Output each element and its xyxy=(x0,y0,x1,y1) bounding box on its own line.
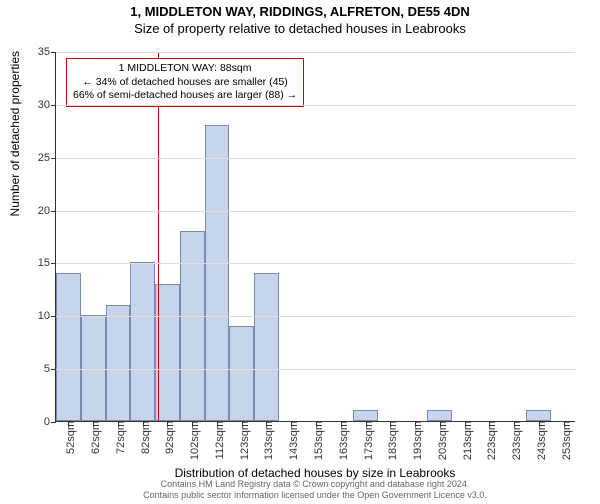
bar xyxy=(353,410,378,421)
annotation-line-3: 66% of semi-detached houses are larger (… xyxy=(73,89,297,103)
reference-line xyxy=(158,52,159,421)
x-tick-label: 72sqm xyxy=(109,421,127,454)
y-tick-mark xyxy=(51,369,56,370)
gridline xyxy=(56,369,575,370)
bars-layer xyxy=(56,52,575,421)
footer: Contains HM Land Registry data © Crown c… xyxy=(55,479,575,501)
y-tick-mark xyxy=(51,316,56,317)
x-tick-label: 62sqm xyxy=(84,421,102,454)
bar xyxy=(427,410,452,421)
bar xyxy=(155,284,180,421)
annotation-line-1: 1 MIDDLETON WAY: 88sqm xyxy=(73,62,297,76)
x-tick-label: 82sqm xyxy=(134,421,152,454)
x-tick-label: 163sqm xyxy=(332,421,350,460)
y-tick-mark xyxy=(51,105,56,106)
y-tick-mark xyxy=(51,158,56,159)
x-tick-label: 112sqm xyxy=(208,421,226,459)
bar xyxy=(526,410,551,421)
bar xyxy=(130,262,155,421)
gridline xyxy=(56,263,575,264)
x-tick-label: 173sqm xyxy=(357,421,375,460)
x-tick-label: 233sqm xyxy=(505,421,523,460)
bar xyxy=(229,326,254,421)
bar xyxy=(106,305,131,421)
bar xyxy=(205,125,230,421)
title-line-2: Size of property relative to detached ho… xyxy=(0,21,600,36)
gridline xyxy=(56,105,575,106)
x-tick-label: 243sqm xyxy=(530,421,548,460)
bar xyxy=(254,273,279,421)
x-tick-label: 253sqm xyxy=(555,421,573,460)
gridline xyxy=(56,316,575,317)
y-axis-title: Number of detached properties xyxy=(8,0,22,236)
footer-line-1: Contains HM Land Registry data © Crown c… xyxy=(55,479,575,490)
chart-area: 1 MIDDLETON WAY: 88sqm ← 34% of detached… xyxy=(55,52,575,422)
y-tick-mark xyxy=(51,263,56,264)
annotation-line-2: ← 34% of detached houses are smaller (45… xyxy=(73,76,297,90)
x-tick-label: 102sqm xyxy=(183,421,201,460)
x-tick-label: 92sqm xyxy=(158,421,176,454)
x-tick-label: 183sqm xyxy=(381,421,399,460)
x-axis-title: Distribution of detached houses by size … xyxy=(55,466,575,480)
y-tick-mark xyxy=(51,422,56,423)
x-tick-label: 193sqm xyxy=(406,421,424,460)
bar xyxy=(180,231,205,421)
x-tick-label: 52sqm xyxy=(59,421,77,454)
x-tick-label: 153sqm xyxy=(307,421,325,460)
bar xyxy=(81,315,106,421)
x-tick-label: 223sqm xyxy=(480,421,498,460)
x-tick-label: 203sqm xyxy=(431,421,449,460)
title-line-1: 1, MIDDLETON WAY, RIDDINGS, ALFRETON, DE… xyxy=(0,4,600,19)
chart-titles: 1, MIDDLETON WAY, RIDDINGS, ALFRETON, DE… xyxy=(0,4,600,36)
plot-area: 1 MIDDLETON WAY: 88sqm ← 34% of detached… xyxy=(55,52,575,422)
gridline xyxy=(56,211,575,212)
gridline xyxy=(56,52,575,53)
x-tick-label: 213sqm xyxy=(456,421,474,460)
x-tick-label: 133sqm xyxy=(257,421,275,460)
bar xyxy=(56,273,81,421)
x-tick-label: 143sqm xyxy=(282,421,300,460)
y-tick-mark xyxy=(51,52,56,53)
annotation-box: 1 MIDDLETON WAY: 88sqm ← 34% of detached… xyxy=(66,58,304,107)
gridline xyxy=(56,158,575,159)
y-tick-mark xyxy=(51,211,56,212)
footer-line-2: Contains public sector information licen… xyxy=(55,490,575,501)
x-tick-label: 123sqm xyxy=(233,421,251,460)
